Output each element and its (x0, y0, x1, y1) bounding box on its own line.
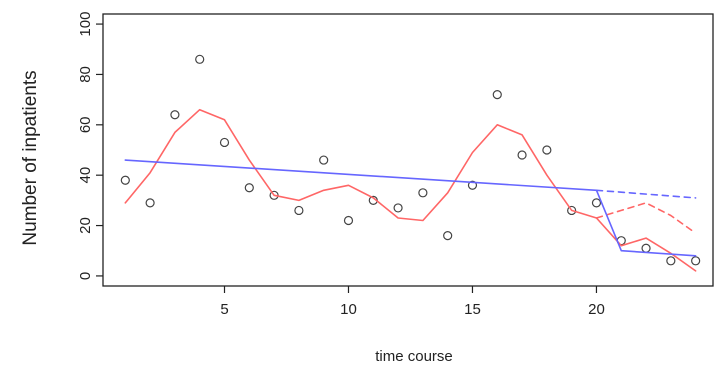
y-axis: 0 20 40 60 80 100 (77, 12, 103, 280)
data-point (591, 198, 602, 208)
data-point (145, 198, 155, 208)
series-layer (120, 54, 701, 272)
y-tick-label: 40 (77, 167, 94, 184)
data-point (170, 110, 180, 120)
plot-frame (102, 13, 714, 287)
data-point (418, 188, 428, 198)
y-tick-label: 100 (77, 12, 94, 37)
data-point (294, 205, 304, 216)
y-axis-title: Number of inpatients (20, 70, 41, 245)
data-point (319, 155, 329, 165)
y-tick-label: 80 (77, 66, 94, 83)
x-axis-title: time course (375, 348, 453, 365)
data-point (393, 203, 403, 213)
data-point (567, 205, 577, 216)
data-point (691, 256, 701, 266)
x-tick-label: 10 (340, 301, 357, 318)
x-tick-label: 5 (220, 301, 228, 318)
data-point (120, 175, 130, 185)
series-1-solid-line (124, 108, 697, 272)
data-point (666, 256, 676, 266)
series-2-dashed-line (595, 202, 697, 234)
y-tick-label: 60 (77, 116, 94, 133)
x-tick-label: 20 (588, 301, 605, 318)
data-point (517, 150, 527, 160)
data-point (443, 231, 453, 241)
series-4-dashed-line (595, 189, 697, 199)
data-point (195, 54, 205, 64)
series-3-solid-line (124, 159, 697, 257)
data-point (467, 180, 478, 190)
y-tick-label: 20 (77, 217, 94, 234)
data-point (492, 89, 502, 100)
data-point (244, 183, 254, 193)
data-point (542, 145, 552, 155)
data-point (343, 215, 354, 226)
data-point (219, 137, 230, 148)
x-tick-label: 15 (464, 301, 481, 318)
y-tick-label: 0 (77, 272, 94, 280)
x-axis: 5 10 15 20 (220, 286, 605, 318)
